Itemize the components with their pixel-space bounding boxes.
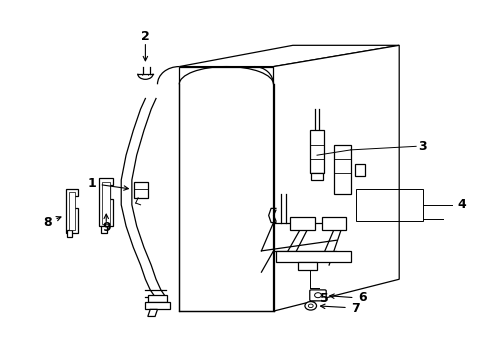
Polygon shape: [179, 67, 273, 311]
Circle shape: [305, 302, 316, 310]
Polygon shape: [354, 164, 365, 176]
Polygon shape: [147, 309, 157, 316]
Text: 5: 5: [319, 292, 328, 305]
Polygon shape: [102, 182, 110, 224]
Polygon shape: [275, 251, 350, 261]
Text: 6: 6: [357, 291, 366, 304]
Text: 3: 3: [418, 140, 427, 153]
Polygon shape: [67, 230, 72, 237]
Polygon shape: [333, 145, 350, 194]
Polygon shape: [65, 189, 78, 233]
Text: 1: 1: [88, 177, 128, 190]
Polygon shape: [68, 192, 75, 230]
Polygon shape: [273, 45, 398, 311]
Text: 8: 8: [43, 216, 61, 229]
Text: 9: 9: [102, 221, 111, 234]
Text: 4: 4: [456, 198, 465, 211]
Polygon shape: [147, 295, 167, 302]
Polygon shape: [290, 217, 314, 230]
Text: 2: 2: [141, 30, 149, 43]
Polygon shape: [134, 182, 147, 198]
Polygon shape: [310, 173, 323, 180]
Polygon shape: [321, 217, 346, 230]
Polygon shape: [145, 302, 169, 309]
Polygon shape: [99, 178, 113, 226]
Polygon shape: [297, 261, 316, 270]
Polygon shape: [179, 45, 398, 67]
Text: 7: 7: [350, 302, 359, 315]
Polygon shape: [101, 226, 106, 233]
Polygon shape: [309, 130, 324, 173]
FancyBboxPatch shape: [309, 290, 325, 301]
